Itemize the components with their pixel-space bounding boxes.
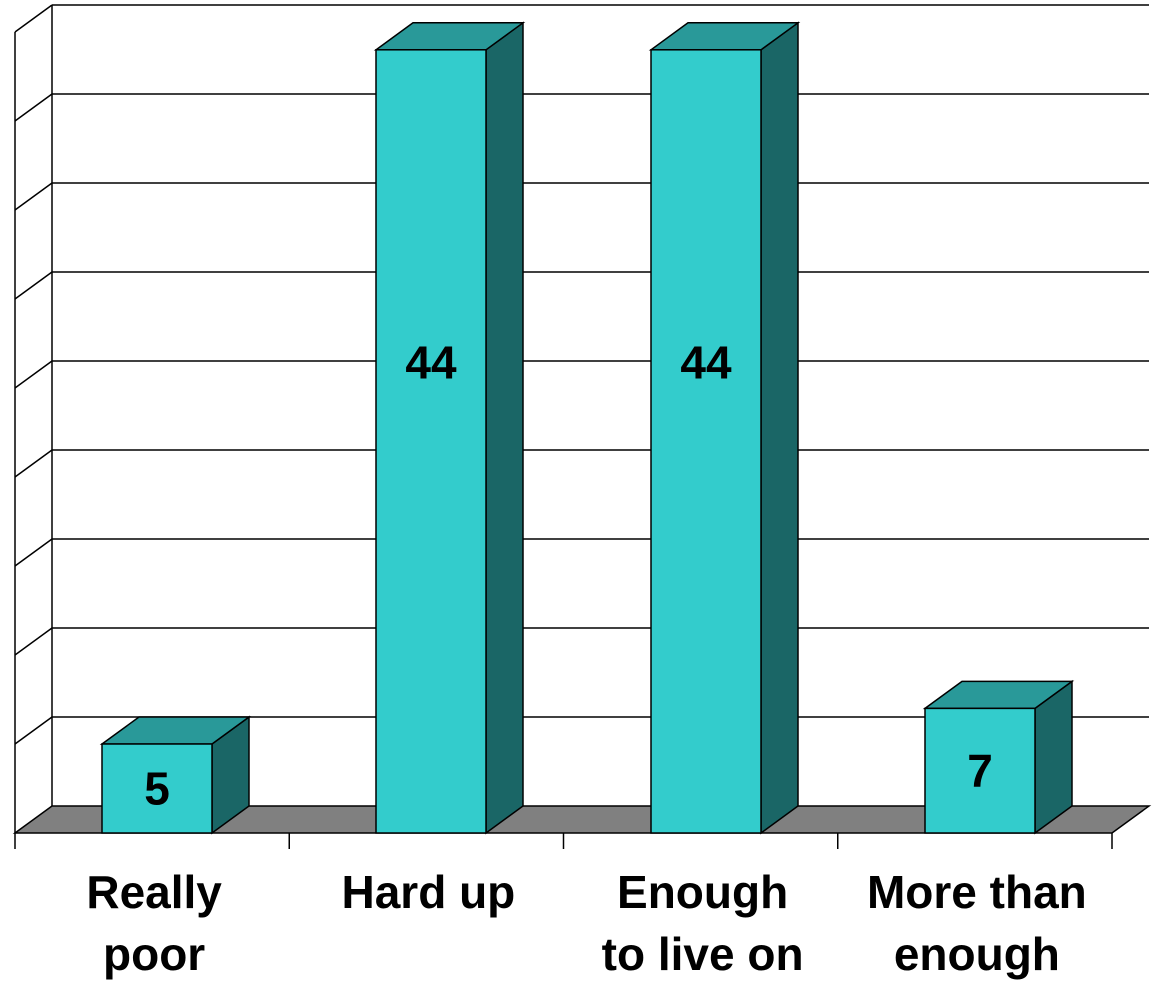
side-wall-gridline <box>14 449 53 478</box>
side-wall-gridline <box>14 716 53 745</box>
side-wall-gridline <box>14 93 53 122</box>
data-label: 44 <box>405 337 457 389</box>
category-labels: Really poor Hard up Enough to live on More th… <box>86 866 1086 980</box>
category-label: More than enough <box>867 866 1087 980</box>
data-label: 44 <box>680 337 732 389</box>
data-label: 5 <box>144 763 170 815</box>
category-label: Really poor <box>86 866 222 980</box>
side-wall-gridline <box>14 182 53 211</box>
side-wall-gridline <box>14 271 53 300</box>
bar: 5 <box>99 715 252 835</box>
side-wall-gridline <box>14 627 53 656</box>
category-label-line: Enough <box>617 866 788 918</box>
category-label-line: Hard up <box>341 866 515 918</box>
gridlines <box>14 4 1149 833</box>
side-wall-gridline <box>14 4 53 33</box>
side-wall-gridline <box>14 360 53 389</box>
bar-front-face <box>101 743 213 834</box>
bar: 7 <box>922 679 1075 835</box>
bar: 44 <box>373 21 526 835</box>
category-label-line: to live on <box>602 928 804 980</box>
bar-front-face <box>375 49 487 834</box>
bar-side-face <box>760 21 799 835</box>
bar-front-face <box>650 49 762 834</box>
side-wall-gridline <box>14 538 53 567</box>
category-label-line: enough <box>894 928 1060 980</box>
category-label-line: More than <box>867 866 1087 918</box>
bar-side-face <box>485 21 524 835</box>
category-label: Enough to live on <box>602 866 804 980</box>
data-label: 7 <box>967 745 993 797</box>
bars: 5 44 44 7 <box>99 21 1075 835</box>
bar: 44 <box>648 21 801 835</box>
category-label: Hard up <box>341 866 515 918</box>
category-label-line: poor <box>103 928 205 980</box>
bar-front-face <box>924 707 1036 834</box>
category-label-line: Really <box>86 866 222 918</box>
